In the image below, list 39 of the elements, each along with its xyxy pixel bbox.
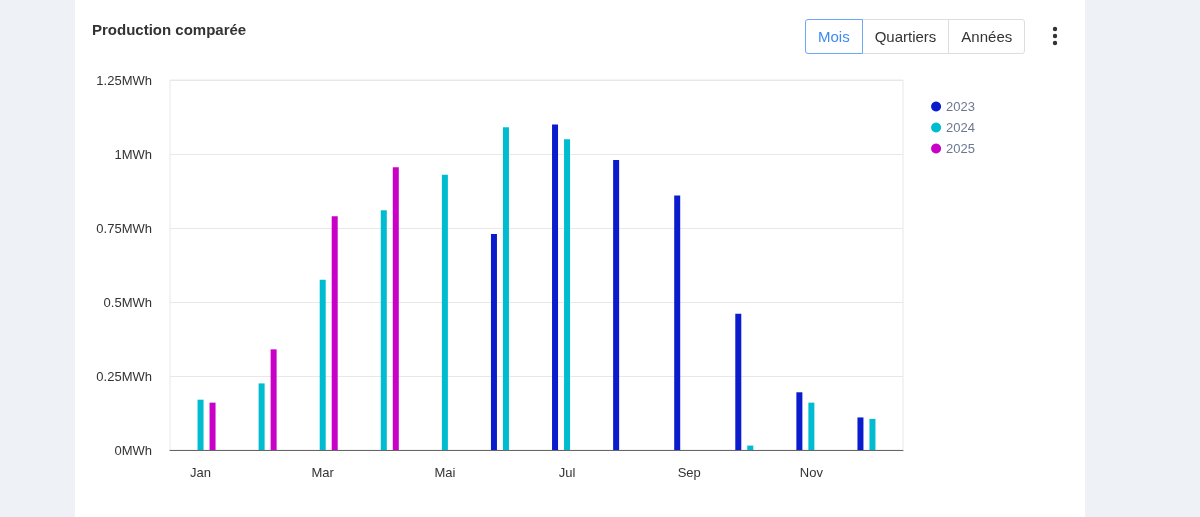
x-tick-label: Jul <box>558 465 576 480</box>
chart-title: Production comparée <box>92 21 247 38</box>
y-tick-label: 0.25MWh <box>96 368 152 384</box>
bar <box>674 195 681 450</box>
bar <box>808 402 815 450</box>
bar <box>331 216 338 450</box>
x-tick-label: Mai <box>434 465 456 480</box>
legend-label: 2024 <box>946 120 975 135</box>
y-tick-label: 0MWh <box>114 442 152 458</box>
bar <box>319 279 326 450</box>
bar <box>796 392 803 450</box>
bar <box>869 418 876 450</box>
x-tick-label: Jan <box>190 465 212 480</box>
bar <box>564 139 571 450</box>
bar <box>502 127 509 450</box>
y-tick-label: 1MWh <box>114 146 152 162</box>
legend-label: 2025 <box>946 141 975 156</box>
bar <box>270 349 277 450</box>
text: Quartiers <box>861 19 950 54</box>
x-tick-label: Nov <box>799 465 824 480</box>
bar <box>392 167 399 450</box>
legend-label: 2023 <box>946 99 975 114</box>
text: Mois <box>805 19 863 54</box>
y-tick-label: 0.75MWh <box>96 220 152 236</box>
bar <box>490 233 497 450</box>
text: Années <box>948 19 1026 54</box>
bar <box>441 174 448 450</box>
bar <box>552 124 559 450</box>
bar <box>380 210 387 450</box>
bar <box>613 159 620 450</box>
x-tick-label: Sep <box>677 465 701 480</box>
bar <box>197 399 204 450</box>
y-tick-label: 1.25MWh <box>96 72 152 88</box>
y-tick-label: 0.5MWh <box>103 294 152 310</box>
bar <box>735 313 742 450</box>
x-tick-label: Mar <box>311 465 335 480</box>
bar <box>857 417 864 450</box>
bar <box>209 402 216 450</box>
bar <box>258 383 265 450</box>
